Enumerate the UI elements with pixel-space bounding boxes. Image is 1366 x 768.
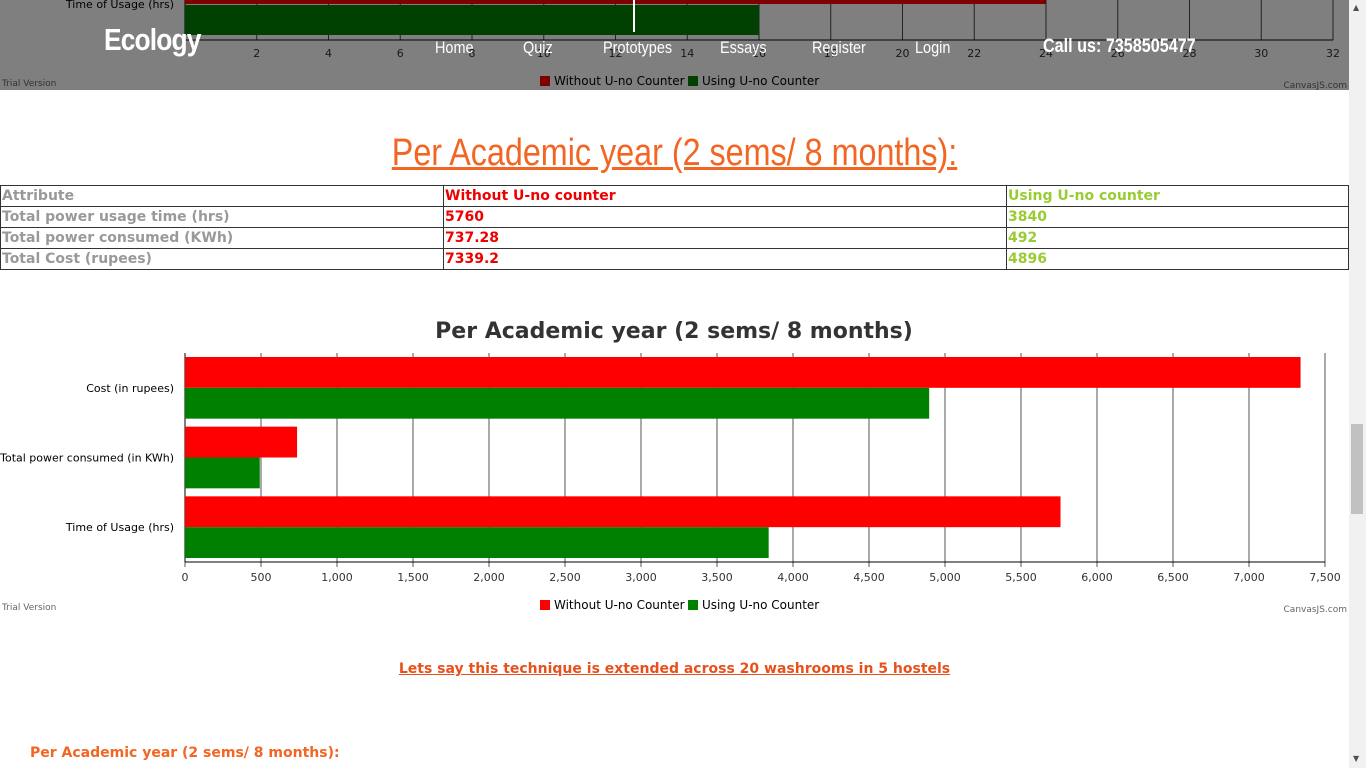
table-row: Total power consumed (KWh) 737.28 492	[0, 227, 1349, 249]
chart-tick-label: 7,000	[1233, 571, 1265, 584]
top-chart: Trial Version CanvasJS.com Without U-no …	[0, 0, 1349, 90]
chart-bar	[185, 387, 930, 419]
chart-tick-label: 7,500	[1309, 571, 1341, 584]
brand-logo[interactable]: Ecology	[104, 22, 201, 57]
chart-categories: Cost (in rupees) Total power consumed (in…	[0, 382, 174, 534]
chart-tick-label: 1,000	[321, 571, 353, 584]
table-cell-attribute: Total Cost (rupees)	[0, 248, 444, 270]
chart-tick-label: 5,000	[929, 571, 961, 584]
nav-active-indicator	[633, 0, 635, 32]
chart-tick-label: 0	[182, 571, 189, 584]
scrollbar-track[interactable]	[1349, 0, 1366, 768]
nav-prototypes[interactable]: Prototypes	[603, 38, 673, 57]
comparison-table: Attribute Without U-no counter Using U-n…	[0, 185, 1349, 270]
chart-bar	[185, 457, 260, 489]
section-title: Per Academic year (2 sems/ 8 months):	[391, 132, 958, 174]
chart-tick-label: 3,000	[625, 571, 657, 584]
chart-tick-label: 1,500	[397, 571, 429, 584]
table-cell-attribute: Total power consumed (KWh)	[0, 227, 444, 249]
chart-bars	[185, 357, 1301, 558]
chart-category-label: Time of Usage (hrs)	[65, 521, 174, 534]
nav-essays[interactable]: Essays	[720, 38, 767, 57]
bottom-subtitle: Per Academic year (2 sems/ 8 months):	[30, 745, 340, 761]
table-cell-using: 4896	[1006, 248, 1349, 270]
table-header-without: Without U-no counter	[443, 185, 1007, 207]
table-header-attribute: Attribute	[0, 185, 444, 207]
table-cell-using: 3840	[1006, 206, 1349, 228]
chart-tick-label: 2,000	[473, 571, 505, 584]
chart-tick-label: 4,500	[853, 571, 885, 584]
scroll-up-arrow-icon[interactable]: ▲	[1353, 3, 1360, 12]
table-row: Total power usage time (hrs) 5760 3840	[0, 206, 1349, 228]
chart-tick-label: 5,500	[1005, 571, 1037, 584]
nav-home[interactable]: Home	[435, 38, 474, 57]
table-cell-without: 737.28	[443, 227, 1007, 249]
navbar: Ecology Home Quiz Prototypes Essays Regi…	[0, 0, 1349, 90]
nav-overlay	[0, 0, 1349, 90]
chart-bar	[185, 527, 769, 558]
chart-bar	[185, 357, 1301, 388]
chart-tick-label: 6,000	[1081, 571, 1113, 584]
chart-title: Per Academic year (2 sems/ 8 months)	[435, 319, 913, 344]
nav-register[interactable]: Register	[812, 38, 866, 57]
chart-tick-label: 2,500	[549, 571, 581, 584]
chart-x-ticks: 0 500 1,000 1,500 2,000 2,500 3,000 3,500 4,000 4…	[182, 571, 1341, 584]
scroll-down-arrow-icon[interactable]: ▼	[1353, 754, 1360, 763]
chart-trial-text: Trial Version	[1, 603, 56, 613]
legend-label-without[interactable]: Without U-no Counter	[554, 598, 685, 612]
chart-bar	[185, 496, 1061, 528]
legend-marker-without	[540, 600, 550, 610]
legend-label-using[interactable]: Using U-no Counter	[702, 598, 819, 612]
table-row: Total Cost (rupees) 7339.2 4896	[0, 248, 1349, 270]
table-cell-attribute: Total power usage time (hrs)	[0, 206, 444, 228]
extension-link[interactable]: Lets say this technique is extended acro…	[398, 661, 951, 677]
main-chart: Per Academic year (2 sems/ 8 months) 0 50…	[0, 319, 1347, 615]
scrollbar-thumb[interactable]	[1351, 424, 1363, 514]
chart-credit: CanvasJS.com	[1284, 605, 1347, 615]
chart-category-label: Total power consumed (in KWh)	[0, 452, 174, 465]
call-us-text: Call us: 7358505477	[1043, 36, 1196, 57]
chart-tick-label: 4,000	[777, 571, 809, 584]
legend-marker-using	[688, 600, 698, 610]
table-cell-using: 492	[1006, 227, 1349, 249]
nav-login[interactable]: Login	[915, 38, 951, 57]
table-cell-without: 7339.2	[443, 248, 1007, 270]
chart-bar	[185, 426, 298, 458]
chart-tick-label: 3,500	[701, 571, 733, 584]
chart-category-label: Cost (in rupees)	[86, 382, 174, 395]
nav-quiz[interactable]: Quiz	[523, 38, 553, 57]
table-header-row: Attribute Without U-no counter Using U-n…	[0, 185, 1349, 207]
table-header-using: Using U-no counter	[1006, 185, 1349, 207]
table-cell-without: 5760	[443, 206, 1007, 228]
chart-tick-label: 500	[251, 571, 272, 584]
chart-tick-label: 6,500	[1157, 571, 1189, 584]
